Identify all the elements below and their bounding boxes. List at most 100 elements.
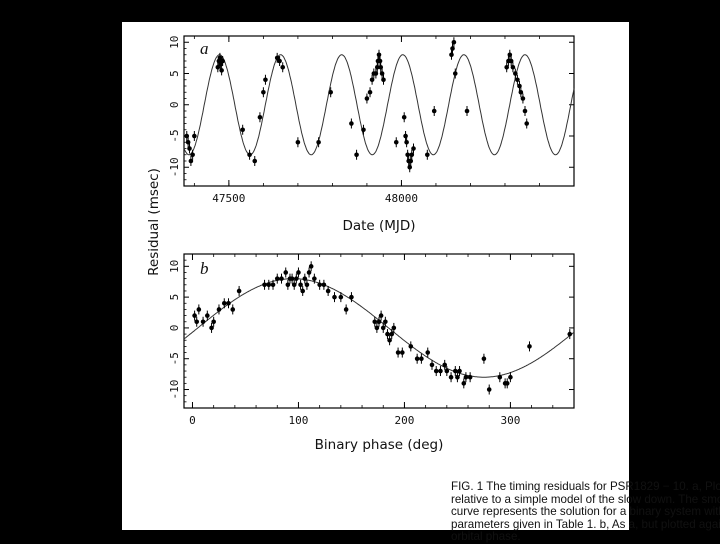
point-marker (504, 381, 510, 386)
point-marker (522, 108, 528, 114)
data-point (364, 93, 370, 104)
y-tick-label: 5 (168, 70, 181, 77)
point-marker (367, 89, 373, 95)
data-point (332, 292, 337, 303)
data-point (316, 137, 321, 148)
data-point (461, 378, 467, 389)
data-point (486, 384, 492, 395)
data-point (379, 68, 385, 79)
point-marker (226, 300, 231, 306)
data-point (453, 366, 458, 377)
data-point (405, 149, 410, 160)
panel-b-points (192, 261, 573, 395)
data-point (220, 56, 225, 66)
point-marker (419, 356, 424, 362)
point-marker (385, 331, 390, 337)
point-marker (196, 307, 202, 312)
point-marker (425, 350, 431, 355)
panel-b-x-axis: 0 100 200 300 (189, 254, 575, 427)
point-marker (504, 64, 509, 70)
point-marker (184, 133, 190, 139)
point-marker (217, 55, 223, 61)
data-point (414, 353, 420, 364)
data-point (376, 49, 382, 60)
point-marker (262, 282, 267, 288)
y-tick-label: 10 (168, 36, 181, 49)
point-marker (378, 64, 384, 70)
point-marker (448, 374, 454, 380)
point-marker (515, 77, 520, 83)
point-marker (194, 319, 200, 325)
data-point (497, 372, 503, 383)
point-marker (328, 89, 333, 95)
point-marker (354, 152, 359, 158)
point-marker (457, 368, 462, 374)
point-marker (463, 374, 469, 380)
data-point (504, 378, 510, 389)
y-tick-label: -5 (168, 352, 181, 365)
point-marker (304, 282, 310, 288)
point-marker (221, 300, 227, 306)
point-marker (230, 307, 236, 312)
point-marker (380, 325, 386, 331)
data-point (312, 273, 317, 284)
point-marker (291, 282, 297, 288)
data-point (209, 322, 214, 333)
point-marker (408, 344, 414, 349)
point-marker (461, 381, 467, 386)
data-point (247, 149, 252, 160)
data-point (433, 366, 439, 377)
data-point (510, 62, 516, 73)
point-marker (369, 77, 375, 83)
data-point (184, 131, 190, 141)
point-marker (289, 276, 295, 281)
data-point (263, 74, 268, 85)
panel-a-x-axis: 47500 48000 (193, 36, 575, 205)
point-marker (391, 325, 397, 331)
data-point (361, 124, 366, 135)
point-marker (378, 313, 384, 318)
data-point (354, 149, 359, 160)
point-marker (408, 158, 414, 164)
data-point (252, 156, 258, 166)
point-marker (216, 307, 222, 312)
data-point (291, 279, 297, 290)
data-point (374, 62, 380, 73)
x-tick-label: 100 (289, 414, 309, 427)
point-marker (374, 325, 380, 331)
point-marker (306, 270, 312, 275)
data-point (407, 162, 413, 173)
point-marker (425, 152, 430, 158)
data-point (507, 49, 513, 60)
data-point (409, 149, 415, 160)
figure-caption: FIG. 1 The timing residuals for PSR1829 … (451, 480, 720, 544)
data-point (389, 329, 395, 340)
point-marker (467, 374, 473, 380)
data-point (411, 143, 416, 154)
point-marker (343, 307, 349, 312)
data-point (403, 131, 408, 141)
data-point (387, 335, 392, 346)
data-point (442, 359, 448, 370)
point-marker (510, 64, 516, 70)
data-point (467, 372, 473, 383)
panel-a-y-axis: -10 -5 0 5 10 (168, 35, 574, 187)
data-point (302, 273, 308, 284)
data-point (369, 74, 375, 85)
point-marker (274, 55, 280, 61)
y-tick-label: -5 (168, 129, 181, 142)
data-point (196, 304, 202, 315)
data-point (266, 279, 272, 290)
point-marker (261, 89, 266, 95)
point-marker (270, 282, 276, 288)
point-marker (508, 58, 514, 64)
point-marker (338, 294, 344, 300)
data-point (400, 347, 405, 358)
data-point (279, 273, 284, 284)
data-point (200, 316, 206, 327)
data-point (451, 37, 457, 48)
data-point (378, 310, 384, 321)
data-point (404, 137, 409, 148)
data-point (194, 316, 200, 327)
point-marker (274, 276, 280, 281)
